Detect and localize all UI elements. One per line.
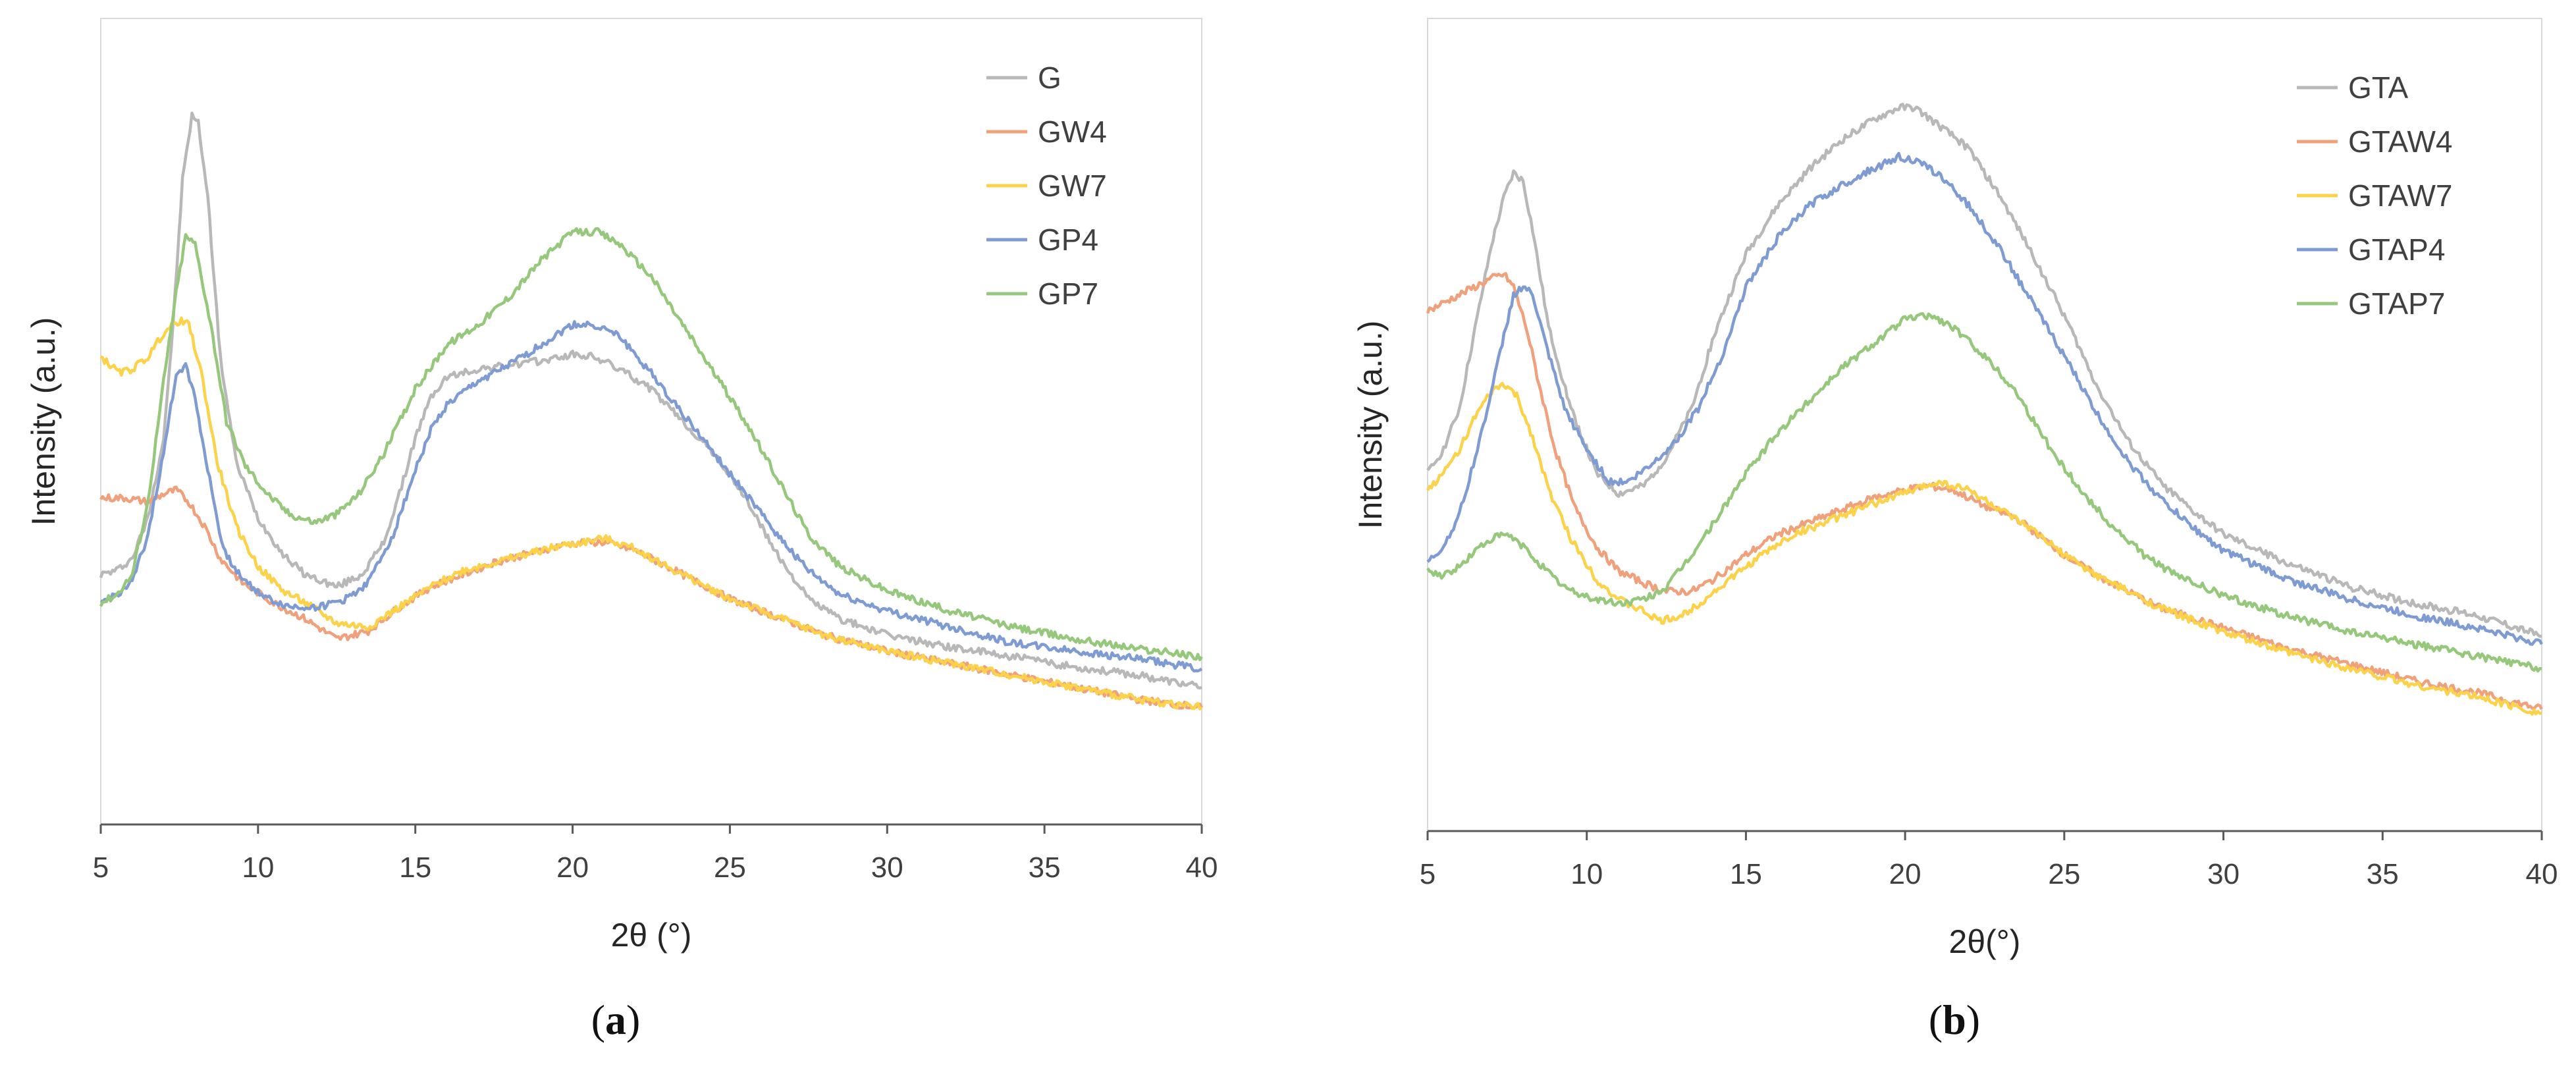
x-axis-label-b: 2θ(°): [1949, 923, 2021, 960]
legend-label-gtap7: GTAP7: [2348, 286, 2445, 321]
x-ticks-a: 5 10 15 20 25 30 35 40: [93, 824, 1218, 884]
series-line-gtaw7: [1426, 381, 2542, 716]
legend-label-gtaw4: GTAW4: [2348, 124, 2452, 159]
legend-label-gtaw7: GTAW7: [2348, 178, 2452, 213]
chart-panel-b: 5 10 15 20 25 30 35 40 2θ(°) Intensity (a.u.) G…: [1352, 18, 2558, 1043]
x-tick-label-b-2: 15: [1730, 858, 1762, 890]
panel-letter-b: b: [1943, 996, 1966, 1043]
x-tick-label-b-4: 25: [2048, 858, 2080, 890]
legend-label-gp4: GP4: [1038, 223, 1098, 257]
x-axis-label-a: 2θ (°): [611, 917, 692, 954]
series-group-a: [99, 111, 1203, 711]
panel-letter-a: a: [605, 996, 626, 1043]
panel-caption-b: (b): [1929, 996, 1980, 1043]
x-tick-label-a-0: 5: [93, 851, 109, 884]
x-tick-label-b-0: 5: [1420, 858, 1436, 890]
x-tick-label-a-6: 35: [1029, 851, 1061, 884]
legend-b: GTA GTAW4 GTAW7 GTAP4 GTAP7: [2297, 70, 2452, 321]
series-line-gp4: [100, 320, 1203, 673]
series-line-gw7: [99, 316, 1203, 711]
x-tick-label-b-1: 10: [1570, 858, 1603, 890]
series-group-b: [1426, 103, 2543, 716]
x-tick-label-b-3: 20: [1889, 858, 1921, 890]
series-line-gtap4: [1426, 151, 2543, 646]
x-ticks-b: 5 10 15 20 25 30 35 40: [1420, 831, 2558, 890]
series-line-gtaw4: [1426, 272, 2543, 711]
chart-panel-a: 5 10 15 20 25 30 35 40 2θ (°) Intensity (a.u.) …: [25, 18, 1218, 1043]
x-tick-label-b-5: 30: [2207, 858, 2240, 890]
x-tick-label-a-7: 40: [1186, 851, 1218, 884]
series-line-gtap7: [1426, 312, 2542, 673]
y-axis-label-a: Intensity (a.u.): [25, 317, 62, 526]
x-tick-label-a-2: 15: [399, 851, 431, 884]
x-tick-label-a-5: 30: [871, 851, 903, 884]
legend-label-gp7: GP7: [1038, 277, 1098, 311]
y-axis-label-b: Intensity (a.u.): [1352, 321, 1389, 529]
legend-label-gw7: GW7: [1038, 169, 1107, 203]
plot-frame-a: [100, 18, 1202, 825]
panel-caption-a: (a): [591, 996, 641, 1043]
x-tick-label-b-6: 35: [2367, 858, 2399, 890]
legend-label-gta: GTA: [2348, 70, 2408, 105]
series-line-g: [99, 111, 1202, 689]
series-line-gp7: [99, 227, 1203, 662]
x-tick-label-a-1: 10: [242, 851, 274, 884]
legend-label-gw4: GW4: [1038, 115, 1107, 149]
x-tick-label-b-7: 40: [2526, 858, 2558, 890]
legend-label-gtap4: GTAP4: [2348, 232, 2445, 267]
legend-a: G GW4 GW7 GP4 GP7: [986, 61, 1107, 311]
series-line-gta: [1426, 103, 2542, 638]
x-tick-label-a-3: 20: [556, 851, 589, 884]
legend-label-g: G: [1038, 61, 1061, 95]
x-tick-label-a-4: 25: [714, 851, 746, 884]
